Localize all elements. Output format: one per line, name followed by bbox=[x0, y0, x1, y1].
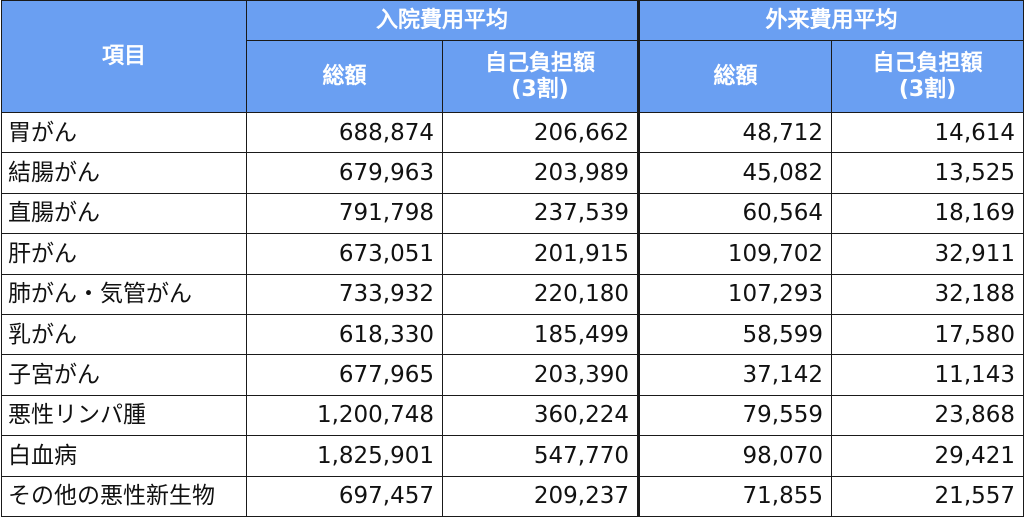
header-outpatient: 外来費用平均 bbox=[638, 0, 1024, 41]
table-row: 結腸がん 679,963 203,989 45,082 13,525 bbox=[1, 152, 1024, 194]
outpatient-total-cell: 48,712 bbox=[638, 111, 833, 154]
outpatient-copay-cell: 14,614 bbox=[831, 111, 1024, 154]
table-body: 胃がん 688,874 206,662 48,712 14,614 結腸がん 6… bbox=[1, 111, 1024, 517]
outpatient-total-cell: 37,142 bbox=[638, 354, 833, 396]
inpatient-total-cell: 1,200,748 bbox=[246, 394, 443, 437]
outpatient-copay-cell: 11,143 bbox=[831, 354, 1024, 396]
row-item: 肺がん・気管がん bbox=[1, 273, 247, 315]
header-item: 項目 bbox=[1, 0, 247, 113]
inpatient-copay-cell: 206,662 bbox=[441, 111, 641, 154]
table-row: 子宮がん 677,965 203,390 37,142 11,143 bbox=[1, 354, 1024, 396]
table-row: 白血病 1,825,901 547,770 98,070 29,421 bbox=[1, 435, 1024, 477]
inpatient-total-cell: 673,051 bbox=[246, 233, 443, 275]
inpatient-copay-cell: 185,499 bbox=[441, 313, 641, 356]
outpatient-copay-cell: 21,557 bbox=[831, 475, 1024, 517]
inpatient-copay-cell: 237,539 bbox=[441, 192, 641, 235]
inpatient-total-cell: 1,825,901 bbox=[246, 435, 443, 477]
table-row: 肝がん 673,051 201,915 109,702 32,911 bbox=[1, 233, 1024, 275]
row-item: その他の悪性新生物 bbox=[1, 475, 247, 517]
inpatient-total-cell: 679,963 bbox=[246, 152, 443, 194]
outpatient-total-cell: 109,702 bbox=[638, 233, 833, 275]
outpatient-total-cell: 79,559 bbox=[638, 394, 833, 437]
inpatient-total-cell: 733,932 bbox=[246, 273, 443, 315]
row-item: 直腸がん bbox=[1, 192, 247, 235]
inpatient-copay-cell: 220,180 bbox=[441, 273, 641, 315]
row-item: 結腸がん bbox=[1, 152, 247, 194]
outpatient-total-cell: 98,070 bbox=[638, 435, 833, 477]
outpatient-total-cell: 71,855 bbox=[638, 475, 833, 517]
inpatient-total-cell: 618,330 bbox=[246, 313, 443, 356]
outpatient-copay-cell: 13,525 bbox=[831, 152, 1024, 194]
row-item: 白血病 bbox=[1, 435, 247, 477]
copay-label-note: (3割) bbox=[511, 76, 569, 102]
outpatient-copay-cell: 32,911 bbox=[831, 233, 1024, 275]
inpatient-total-cell: 688,874 bbox=[246, 111, 443, 154]
table-row: その他の悪性新生物 697,457 209,237 71,855 21,557 bbox=[1, 475, 1024, 517]
outpatient-total-cell: 45,082 bbox=[638, 152, 833, 194]
header-inpatient-copay: 自己負担額 (3割) bbox=[441, 40, 641, 113]
inpatient-total-cell: 697,457 bbox=[246, 475, 443, 517]
inpatient-copay-cell: 203,390 bbox=[441, 354, 641, 396]
outpatient-copay-cell: 18,169 bbox=[831, 192, 1024, 235]
copay-label-note: (3割) bbox=[898, 76, 957, 102]
inpatient-copay-cell: 360,224 bbox=[441, 394, 641, 437]
inpatient-total-cell: 791,798 bbox=[246, 192, 443, 235]
inpatient-copay-cell: 201,915 bbox=[441, 233, 641, 275]
header-outpatient-copay: 自己負担額 (3割) bbox=[831, 40, 1024, 113]
inpatient-total-cell: 677,965 bbox=[246, 354, 443, 396]
inpatient-copay-cell: 209,237 bbox=[441, 475, 641, 517]
outpatient-copay-cell: 29,421 bbox=[831, 435, 1024, 477]
outpatient-total-cell: 107,293 bbox=[638, 273, 833, 315]
copay-label-main: 自己負担額 bbox=[872, 50, 983, 76]
outpatient-copay-cell: 32,188 bbox=[831, 273, 1024, 315]
table-row: 悪性リンパ腫 1,200,748 360,224 79,559 23,868 bbox=[1, 394, 1024, 437]
row-item: 胃がん bbox=[1, 111, 247, 154]
table-row: 直腸がん 791,798 237,539 60,564 18,169 bbox=[1, 192, 1024, 235]
outpatient-copay-cell: 17,580 bbox=[831, 313, 1024, 356]
outpatient-total-cell: 58,599 bbox=[638, 313, 833, 356]
header-outpatient-total: 総額 bbox=[638, 40, 833, 113]
table-header: 項目 入院費用平均 外来費用平均 総額 自己負担額 (3割) 総額 自己負担額 … bbox=[1, 0, 1024, 113]
outpatient-total-cell: 60,564 bbox=[638, 192, 833, 235]
copay-label-main: 自己負担額 bbox=[485, 50, 596, 76]
inpatient-copay-cell: 203,989 bbox=[441, 152, 641, 194]
header-inpatient: 入院費用平均 bbox=[245, 0, 641, 41]
row-item: 子宮がん bbox=[1, 354, 247, 396]
inpatient-copay-cell: 547,770 bbox=[441, 435, 641, 477]
row-item: 悪性リンパ腫 bbox=[1, 394, 247, 437]
table-row: 肺がん・気管がん 733,932 220,180 107,293 32,188 bbox=[1, 273, 1024, 315]
outpatient-copay-cell: 23,868 bbox=[831, 394, 1024, 437]
header-inpatient-total: 総額 bbox=[246, 40, 443, 113]
row-item: 乳がん bbox=[1, 313, 247, 356]
table-row: 乳がん 618,330 185,499 58,599 17,580 bbox=[1, 313, 1024, 356]
table-row: 胃がん 688,874 206,662 48,712 14,614 bbox=[1, 111, 1024, 154]
row-item: 肝がん bbox=[1, 233, 247, 275]
